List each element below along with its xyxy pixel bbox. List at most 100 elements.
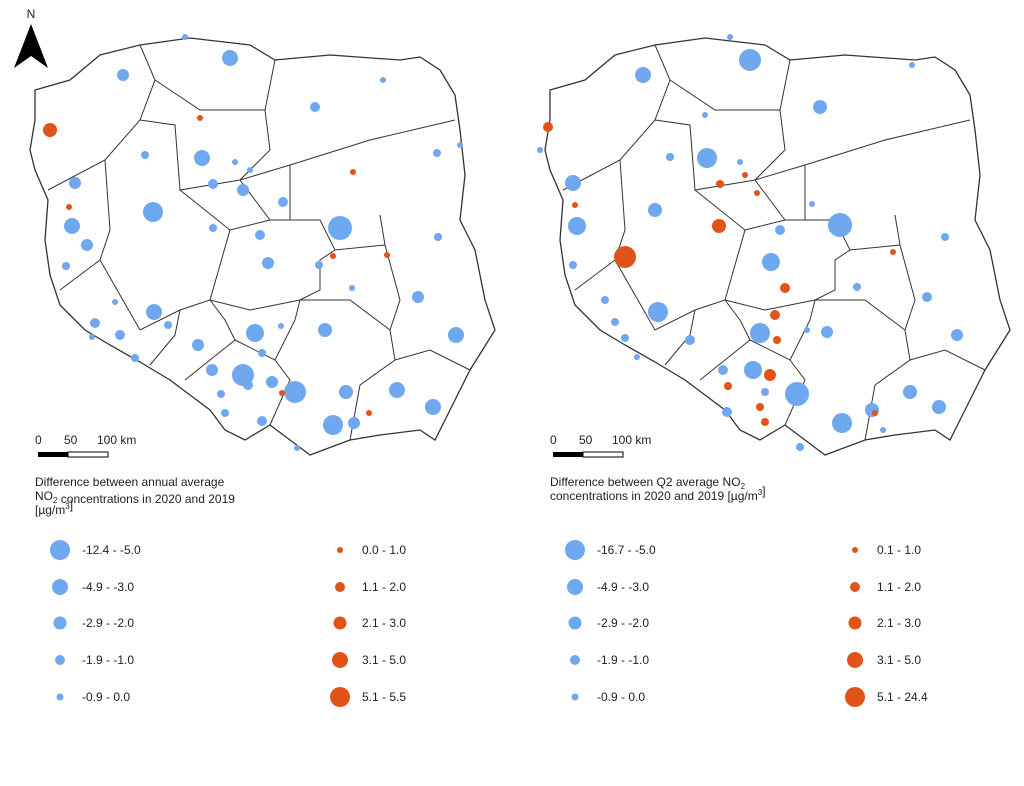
region-border	[815, 299, 911, 441]
station-dot	[425, 399, 441, 415]
legend-swatch	[52, 579, 68, 595]
region-border	[899, 244, 916, 331]
legend-title: Difference between Q2 average NO2	[550, 475, 746, 491]
country-outline	[29, 37, 496, 456]
legend-label: 5.1 - 24.4	[877, 690, 928, 704]
legend-swatch	[50, 540, 70, 560]
station-dot	[221, 409, 229, 417]
legend-label: -12.4 - -5.0	[82, 543, 141, 557]
station-dot	[69, 177, 81, 189]
legend-label: -1.9 - -1.0	[597, 653, 649, 667]
station-dot	[255, 230, 265, 240]
station-dot	[813, 100, 827, 114]
legend-label: 1.1 - 2.0	[362, 580, 406, 594]
legend-title-part: Difference between Q2 average NO	[550, 475, 741, 489]
station-dot	[146, 304, 162, 320]
station-dot	[380, 77, 386, 83]
station-dot	[697, 148, 717, 168]
station-dot	[569, 261, 577, 269]
legend-swatch	[850, 582, 860, 592]
region-border	[909, 349, 986, 371]
station-dot	[762, 253, 780, 271]
station-dot	[572, 202, 578, 208]
station-dot	[872, 410, 878, 416]
station-dot	[756, 403, 764, 411]
region-border	[239, 179, 386, 251]
station-dot	[217, 390, 225, 398]
legend-swatch	[332, 652, 348, 668]
station-dot	[635, 67, 651, 83]
scale-label: 0	[35, 433, 42, 447]
legend-swatch	[852, 547, 858, 553]
station-dot	[796, 443, 804, 451]
station-dot	[389, 382, 405, 398]
region-border	[744, 219, 786, 231]
north-arrow-shape	[14, 24, 48, 68]
panel: 0 50 100 km Difference between Q2 average N…	[537, 34, 1011, 707]
station-dot	[828, 213, 852, 237]
region-border	[300, 299, 396, 441]
scale-bar-white	[582, 451, 624, 458]
station-dot	[457, 142, 463, 148]
legend-label: 1.1 - 2.0	[877, 580, 921, 594]
legend-label: 0.0 - 1.0	[362, 543, 406, 557]
legend-swatch	[848, 616, 862, 630]
region-border	[99, 189, 231, 331]
station-dot	[115, 330, 125, 340]
region-border	[614, 189, 746, 331]
station-dot	[809, 201, 815, 207]
legend-title-part: NO	[35, 489, 53, 503]
station-dot	[775, 225, 785, 235]
region-border	[234, 299, 301, 361]
station-dot	[565, 175, 581, 191]
station-dot	[724, 382, 732, 390]
legend-swatch	[56, 693, 64, 701]
station-dot	[62, 262, 70, 270]
station-dot	[744, 361, 762, 379]
station-dot	[164, 321, 172, 329]
north-label: N	[27, 7, 36, 21]
scale-label: 50	[64, 433, 78, 447]
station-dot	[90, 318, 100, 328]
station-dot	[737, 159, 743, 165]
station-dot	[932, 400, 946, 414]
station-dot	[350, 169, 356, 175]
region-border	[239, 59, 276, 181]
legend-title-part: 2	[53, 496, 58, 505]
legend-label: 3.1 - 5.0	[877, 653, 921, 667]
legend-title: [µg/m3]	[35, 498, 73, 517]
station-dot	[903, 385, 917, 399]
station-dot	[64, 218, 80, 234]
station-dot	[804, 327, 810, 333]
legend-label: -16.7 - -5.0	[597, 543, 656, 557]
station-dot	[117, 69, 129, 81]
station-dot	[761, 388, 769, 396]
station-dot	[739, 49, 761, 71]
station-dot	[951, 329, 963, 341]
station-dot	[666, 153, 674, 161]
station-dot	[780, 283, 790, 293]
station-dot	[284, 381, 306, 403]
station-dot	[922, 292, 932, 302]
station-dot	[614, 246, 636, 268]
region-border	[269, 359, 291, 426]
station-dot	[880, 427, 886, 433]
station-dot	[941, 233, 949, 241]
station-dot	[890, 249, 896, 255]
station-dot	[143, 202, 163, 222]
station-dot	[770, 310, 780, 320]
legend-label: -4.9 - -3.0	[82, 580, 134, 594]
station-dot	[131, 354, 139, 362]
station-dot	[412, 291, 424, 303]
legend-label: -2.9 - -2.0	[82, 616, 134, 630]
station-dot	[448, 327, 464, 343]
legend-title-part: concentrations in 2020 and 2019	[57, 492, 235, 506]
scale-bar-white	[67, 451, 109, 458]
station-dot	[349, 285, 355, 291]
station-dot	[384, 252, 390, 258]
region-border	[394, 349, 471, 371]
legend-label: 2.1 - 3.0	[362, 616, 406, 630]
station-dot	[310, 102, 320, 112]
station-dot	[315, 261, 323, 269]
